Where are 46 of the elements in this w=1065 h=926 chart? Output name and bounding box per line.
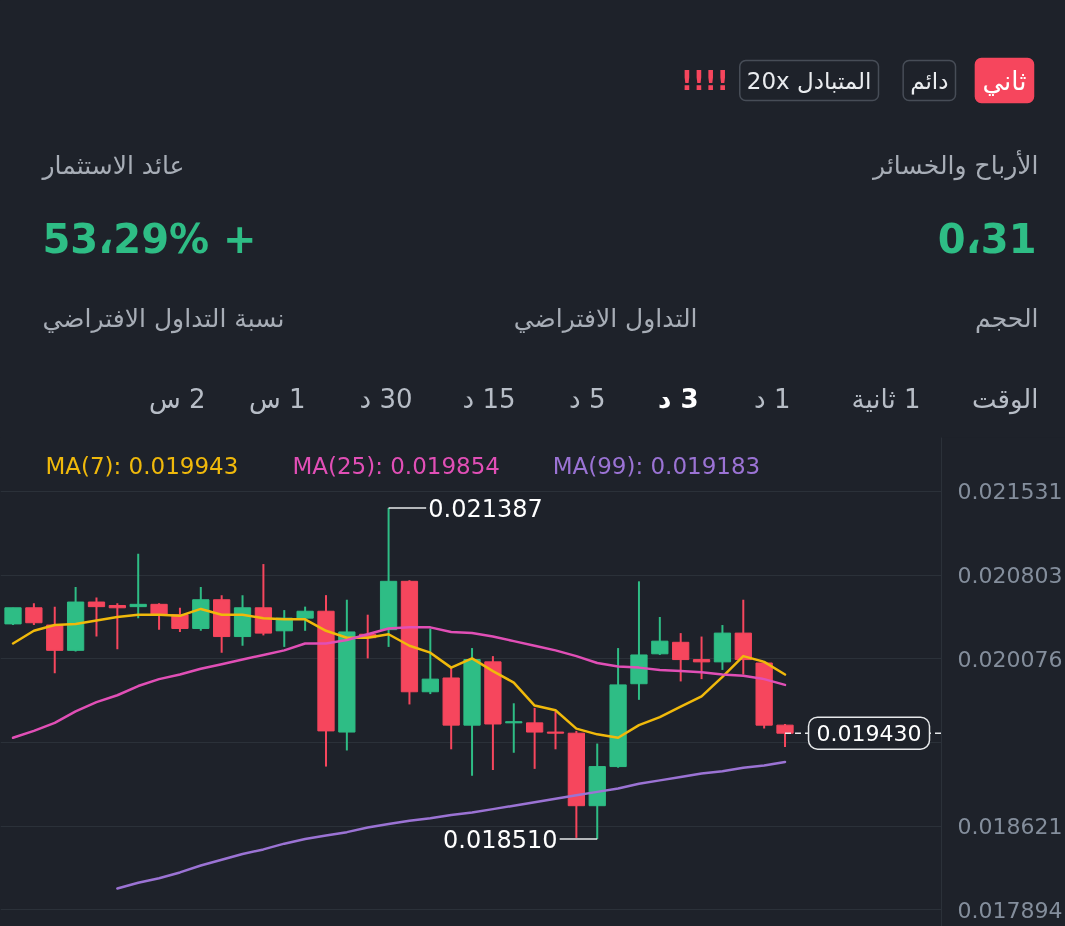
candlestick — [129, 552, 147, 620]
text: دائم — [910, 67, 949, 95]
text: الأرباح والخسائر — [871, 149, 1039, 181]
text: MA(25): 0.019854 — [292, 452, 500, 479]
candlestick — [692, 635, 711, 681]
text: المتبادل 20x — [746, 67, 872, 94]
y-tick-label: 0.017894 — [957, 897, 1063, 923]
candlestick — [651, 615, 669, 656]
y-tick-label: 0.020803 — [957, 563, 1063, 589]
text: 3 د — [658, 383, 699, 414]
text: ثاني — [982, 65, 1027, 96]
candlestick — [672, 632, 690, 683]
text: 1 د — [754, 383, 791, 414]
candlestick — [421, 627, 439, 696]
text: + 53،29% — [42, 215, 257, 262]
text: 30 د — [359, 383, 413, 414]
y-tick-label: 0.020076 — [957, 646, 1063, 672]
text: عائد الاستثمار — [40, 151, 185, 180]
text: 1 ثانية — [851, 383, 921, 414]
text: !!!! — [681, 65, 729, 96]
text: 0،31 — [937, 215, 1037, 262]
text: 5 د — [569, 383, 606, 414]
candlestick — [87, 596, 106, 638]
candlestick — [546, 710, 565, 751]
candlestick — [108, 602, 126, 651]
y-tick-label: 0.021531 — [957, 479, 1063, 505]
candlestick — [776, 723, 794, 749]
line-series — [116, 760, 787, 890]
text: نسبة التداول الافتراضي — [42, 304, 285, 334]
text: 2 س — [148, 383, 206, 414]
y-tick-label: 0.018621 — [957, 814, 1063, 840]
text: التداول الافتراضي — [513, 304, 698, 334]
ref-line-label: 0.019430 — [816, 721, 922, 747]
text: 1 س — [248, 383, 306, 414]
candlestick — [526, 706, 544, 770]
annotation: 0.018510 — [443, 826, 558, 855]
candlestick — [296, 605, 314, 632]
candlestick — [25, 602, 43, 627]
text: الوقت — [971, 383, 1039, 415]
text: الحجم — [975, 304, 1039, 334]
text: MA(99): 0.019183 — [552, 452, 761, 479]
text: MA(7): 0.019943 — [45, 452, 239, 479]
candlestick — [171, 606, 189, 633]
candlestick — [505, 702, 523, 754]
annotation: 0.021387 — [428, 495, 543, 524]
text: 15 د — [462, 383, 516, 414]
